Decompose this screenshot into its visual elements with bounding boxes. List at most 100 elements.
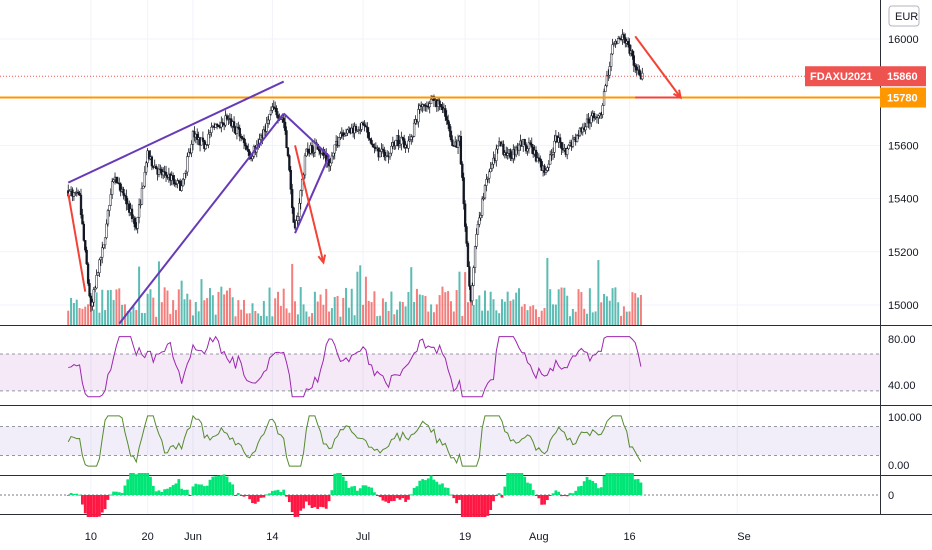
candle-up xyxy=(101,247,104,258)
indicator-3-bar-positive xyxy=(197,484,201,495)
candle-down xyxy=(128,203,131,213)
candle-up xyxy=(566,148,569,155)
indicator-3-bar-negative xyxy=(100,495,104,513)
candle-down xyxy=(371,143,375,148)
indicator-3-bar-positive xyxy=(160,491,164,495)
volume-bar-up xyxy=(330,308,333,325)
candle-up xyxy=(472,267,475,286)
indicator-3-bar-negative xyxy=(307,495,311,506)
indicator-panels xyxy=(0,0,932,515)
time-tick-label: Aug xyxy=(529,531,549,543)
candle-down xyxy=(560,142,563,149)
indicator-3-bar-negative xyxy=(188,495,192,496)
indicator-3-bar-negative xyxy=(285,495,288,497)
trend-line-target-arrow-mid[interactable] xyxy=(294,145,325,263)
volume-bar-up xyxy=(138,266,141,325)
candle-down xyxy=(130,208,134,220)
candle-down xyxy=(461,163,464,178)
candle-up xyxy=(96,272,100,276)
indicator-3-bar-positive xyxy=(441,483,444,495)
candle-down xyxy=(632,55,635,66)
indicator-3-bar-positive xyxy=(69,492,73,495)
candle-up xyxy=(485,179,488,186)
volume-bar-up xyxy=(410,267,413,325)
volume-bar-down xyxy=(628,311,631,325)
indicator-2-tick-label: 0.00 xyxy=(888,460,909,472)
candle-down xyxy=(529,142,532,145)
indicator-2-tick-label: 100.00 xyxy=(888,412,922,424)
volume-bar-up xyxy=(75,299,78,325)
indicator-3-bar-negative xyxy=(560,495,563,497)
indicator-3-bar-positive xyxy=(154,491,158,495)
candle-up xyxy=(180,185,183,191)
trend-line-target-arrow-left[interactable] xyxy=(67,193,87,292)
volume-bar-down xyxy=(160,302,163,325)
volume-bar-down xyxy=(254,311,257,325)
volume-bar-down xyxy=(639,294,642,325)
indicator-3-bar-positive xyxy=(211,476,215,495)
indicator-3-bar-negative xyxy=(398,495,402,500)
indicator-3-bar-positive xyxy=(166,488,169,495)
indicator-3-bar-negative xyxy=(290,495,294,513)
candle-down xyxy=(173,179,176,185)
candle-up xyxy=(187,151,190,157)
volume-bar-down xyxy=(288,312,291,325)
candle-down xyxy=(286,147,290,156)
candle-down xyxy=(638,69,641,76)
candle-down xyxy=(310,145,314,153)
trend-line-flag-upper[interactable] xyxy=(283,112,330,157)
volume-bar-up xyxy=(588,288,591,325)
indicator-3-bar-negative xyxy=(401,495,405,499)
indicator-3-bar-negative xyxy=(299,495,303,511)
candle-up xyxy=(305,148,308,157)
volume-bar-up xyxy=(396,309,399,325)
indicator-3-bar-positive xyxy=(225,476,229,495)
candle-down xyxy=(451,139,454,146)
drawn-trend-lines[interactable] xyxy=(0,35,880,325)
indicator-3-bar-positive xyxy=(208,479,212,495)
candle-up xyxy=(429,98,433,105)
currency-badge[interactable] xyxy=(888,5,920,27)
trend-line-wedge-top[interactable] xyxy=(634,35,682,99)
indicator-3-bar-negative xyxy=(562,495,566,496)
indicator-3-bar-positive xyxy=(72,493,76,495)
time-tick-label: Jul xyxy=(356,531,370,543)
indicator-3-bar-negative xyxy=(466,495,470,517)
volume-bar-down xyxy=(543,308,546,325)
candle-up xyxy=(269,109,273,115)
volume-bar-down xyxy=(435,304,438,325)
candle-down xyxy=(370,139,373,145)
price-tick-label: 16000 xyxy=(888,34,919,46)
candle-down xyxy=(634,65,637,68)
candle-down xyxy=(275,107,278,116)
candle-down xyxy=(225,115,229,120)
level-price-tag xyxy=(880,87,926,108)
volume-bar-up xyxy=(549,289,552,325)
indicator-3-bar-negative xyxy=(407,495,410,500)
indicator-3-bar-negative xyxy=(548,495,552,496)
indicator-3-bar-negative xyxy=(483,495,487,517)
indicator-3-bar-positive xyxy=(503,486,507,495)
trend-line-rising-channel-lower[interactable] xyxy=(118,112,285,325)
candle-down xyxy=(306,148,309,153)
candle-up xyxy=(143,171,146,187)
candle-up xyxy=(312,152,315,154)
trend-line-rising-channel-upper[interactable] xyxy=(67,80,285,184)
trend-line-flag-lower[interactable] xyxy=(294,155,330,234)
candle-up xyxy=(482,197,485,200)
indicator-3-bar-negative xyxy=(248,495,252,500)
indicator-3-bar-positive xyxy=(438,484,442,495)
indicator-3-bar-positive xyxy=(509,473,512,495)
candle-down xyxy=(217,124,220,128)
candle-down xyxy=(82,223,85,241)
candle-down xyxy=(327,158,331,167)
candle-down xyxy=(509,149,512,158)
candle-up xyxy=(517,144,521,151)
indicator-3-bar-positive xyxy=(449,494,453,496)
price-tick-label: 15600 xyxy=(888,140,919,152)
volume-bar-down xyxy=(466,302,469,325)
indicator-3-bar-positive xyxy=(574,490,578,495)
volume-bar-down xyxy=(634,293,637,325)
volume-bar-down xyxy=(155,316,158,325)
